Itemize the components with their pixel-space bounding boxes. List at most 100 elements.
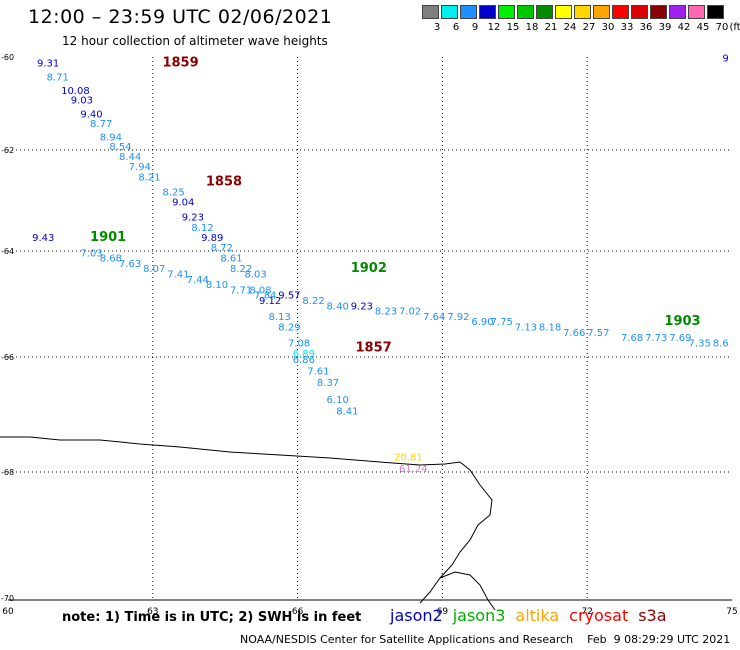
wave-height-reading: 7.63 <box>119 259 141 270</box>
wave-height-reading: 8.22 <box>230 264 252 275</box>
lat-tick-label: -62 <box>1 146 14 155</box>
time-label: 1859 <box>162 55 198 70</box>
wave-height-reading: 8.08 <box>249 285 271 296</box>
wave-height-reading: 7.66 <box>563 328 585 339</box>
wave-height-reading: 8.94 <box>100 133 122 144</box>
time-label: 1857 <box>356 341 392 356</box>
colorbar-swatch-33 <box>612 5 629 19</box>
colorbar-label-24: 24 <box>563 22 577 33</box>
colorbar-label-30: 30 <box>601 22 615 33</box>
colorbar-label-3: 3 <box>433 22 441 33</box>
wave-height-reading: 7.94 <box>129 162 151 173</box>
wave-height-reading: 8.13 <box>269 312 291 323</box>
colorbar-swatch-70 <box>707 5 724 19</box>
wave-height-reading: 9.57 <box>278 291 300 302</box>
colorbar-swatch-42 <box>669 5 686 19</box>
colorbar-unit: (ft) <box>729 22 740 33</box>
colorbar-label-42: 42 <box>677 22 691 33</box>
wave-height-reading: 9.12 <box>259 296 281 307</box>
wave-height-reading: 9.23 <box>351 301 373 312</box>
wave-height-reading: 8.18 <box>539 323 561 334</box>
wave-height-reading: 6.89 <box>293 349 315 360</box>
colorbar-swatch-21 <box>536 5 553 19</box>
wave-height-reading: 20.81 <box>394 453 423 464</box>
satellite-cryosat: cryosat <box>569 606 629 625</box>
wave-height-reading: 8.37 <box>317 378 339 389</box>
wave-height-reading: 8.25 <box>162 187 184 198</box>
wave-height-reading: 7.73 <box>645 333 667 344</box>
wave-height-reading: 7.13 <box>515 323 537 334</box>
wave-height-reading: 7.75 <box>491 317 513 328</box>
map-subtitle: 12 hour collection of altimeter wave hei… <box>62 34 328 48</box>
time-label: 1903 <box>664 314 700 329</box>
wave-height-reading: 7.57 <box>587 328 609 339</box>
wave-height-reading: 8.54 <box>109 142 131 153</box>
wave-height-reading: 8.77 <box>90 119 112 130</box>
time-label: 1901 <box>90 230 126 245</box>
axes-layer: 60 63 66 69 72 75 -60 -62 -64 -66 -68 -70 <box>1 53 738 617</box>
wave-height-reading: 8.23 <box>375 307 397 318</box>
wave-height-reading: 7.64 <box>423 312 445 323</box>
coastline <box>0 436 496 611</box>
colorbar-label-33: 33 <box>620 22 634 33</box>
wave-height-reading: 7.02 <box>399 307 421 318</box>
colorbar-swatch-39 <box>650 5 667 19</box>
credit-line: NOAA/NESDIS Center for Satellite Applica… <box>240 633 731 646</box>
colorbar-swatch-3 <box>422 5 439 19</box>
satellite-jason2: jason2 <box>390 606 443 625</box>
wave-height-reading: 8.71 <box>47 72 69 83</box>
map-grid <box>8 57 732 598</box>
time-label: 1858 <box>206 174 242 189</box>
colorbar-swatch-18 <box>517 5 534 19</box>
colorbar-label-45: 45 <box>696 22 710 33</box>
satellite-legend: jason2 jason3 altika cryosat s3a <box>390 606 677 625</box>
wave-height-reading: 61.24 <box>399 464 428 475</box>
wave-height-reading: 7.68 <box>621 333 643 344</box>
colorbar-swatch-9 <box>460 5 477 19</box>
colorbar-label-21: 21 <box>544 22 558 33</box>
wave-height-reading: 7.08 <box>288 338 310 349</box>
colorbar-label-39: 39 <box>658 22 672 33</box>
wave-height-reading: 8.12 <box>191 223 213 234</box>
lon-tick-label: 69 <box>437 607 449 617</box>
wave-height-reading: 8.44 <box>119 152 141 163</box>
wave-height-reading: 7.35 <box>689 338 711 349</box>
colorbar-label-12: 12 <box>487 22 501 33</box>
wave-height-reading: 7.44 <box>187 275 209 286</box>
colorbar-swatch-15 <box>498 5 515 19</box>
wave-height-reading: 8.68 <box>100 254 122 265</box>
wave-height-reading: 8.72 <box>211 243 233 254</box>
wave-height-reading: 7.61 <box>307 366 329 377</box>
colorbar-label-27: 27 <box>582 22 596 33</box>
satellite-altika: altika <box>515 606 560 625</box>
lat-tick-label: -68 <box>1 468 14 477</box>
antarctic-coastline <box>0 436 496 611</box>
wave-height-reading: 6.86 <box>293 355 315 366</box>
lat-tick-label: -64 <box>1 247 14 256</box>
satellite-s3a: s3a <box>638 606 667 625</box>
map-title: 12:00 – 23:59 UTC 02/06/2021 <box>28 6 333 28</box>
wave-height-reading: 8.40 <box>327 301 349 312</box>
wave-height-reading: 9.89 <box>201 233 223 244</box>
lon-tick-label: 66 <box>292 607 304 617</box>
wave-height-reading: 8.41 <box>336 407 358 418</box>
colorbar-swatch-45 <box>688 5 705 19</box>
colorbar-swatch-6 <box>441 5 458 19</box>
wave-height-reading: 8.61 <box>220 254 242 265</box>
wave-height-reading: 7.71 <box>230 285 252 296</box>
colorbar-label-36: 36 <box>639 22 653 33</box>
lon-tick-label: 72 <box>581 607 592 617</box>
colorbar-label-15: 15 <box>506 22 520 33</box>
wave-height-reading: 9.43 <box>32 233 54 244</box>
wave-height-reading: 7.84 <box>254 291 276 302</box>
wave-height-reading: 8.22 <box>302 296 324 307</box>
wave-height-reading: 7.69 <box>669 333 691 344</box>
wave-height-reading: 8.29 <box>278 323 300 334</box>
time-label: 1902 <box>351 261 387 276</box>
footnote: note: 1) Time is in UTC; 2) SWH is in fe… <box>62 610 362 625</box>
colorbar-label-70: 70 <box>715 22 729 33</box>
wave-height-reading: 7.41 <box>167 270 189 281</box>
colorbar-swatch-30 <box>593 5 610 19</box>
wave-height-reading: 8.07 <box>143 264 165 275</box>
